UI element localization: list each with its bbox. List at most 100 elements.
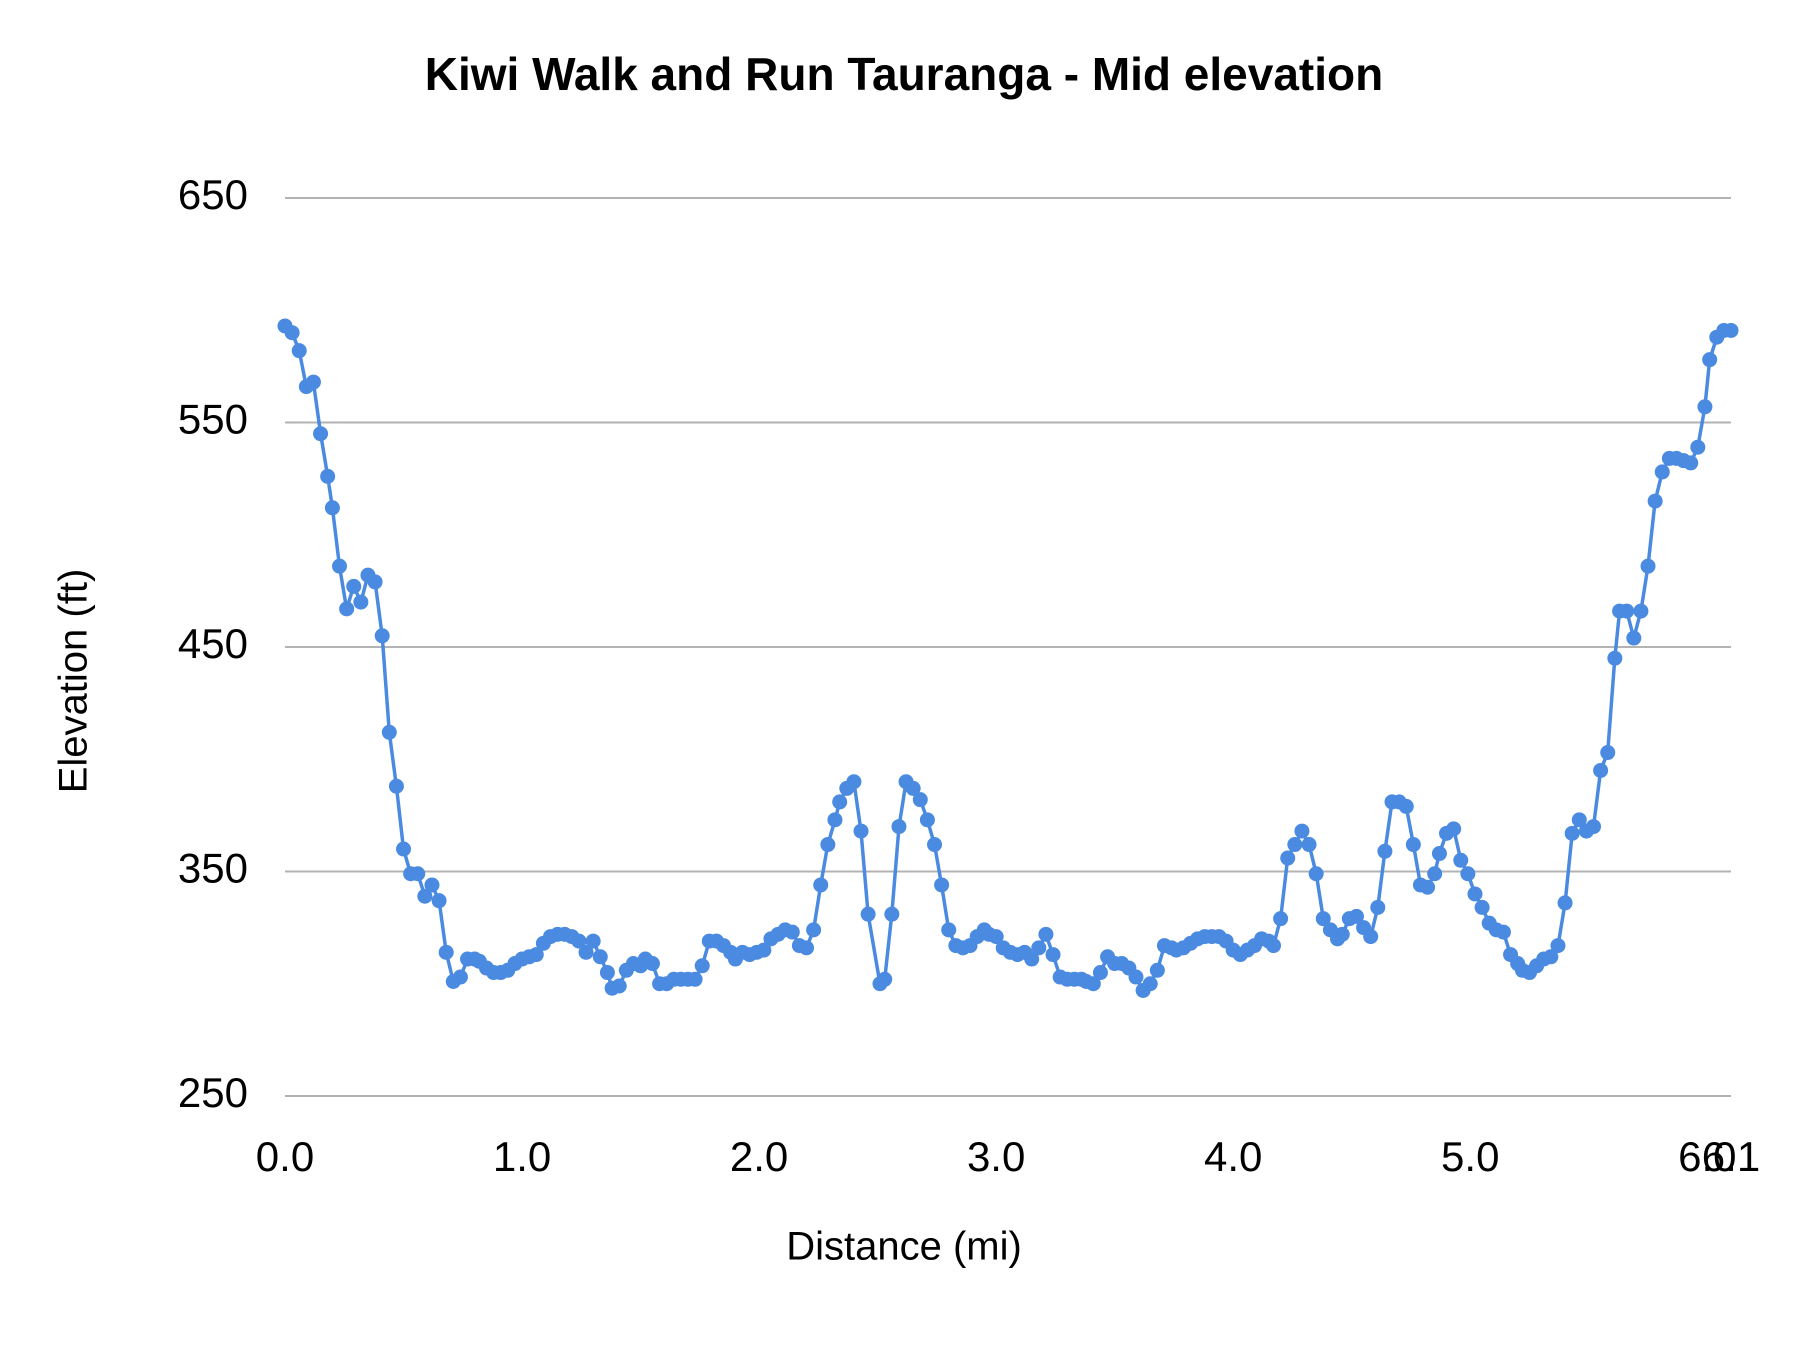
x-axis-title: Distance (mi) (786, 1225, 1022, 1269)
data-point (1607, 650, 1623, 666)
data-point (324, 500, 340, 516)
data-point (1683, 455, 1699, 471)
data-point (832, 794, 848, 810)
data-point (1287, 837, 1303, 853)
x-tick-label: 3.0 (967, 1133, 1025, 1180)
data-point (396, 841, 412, 857)
data-point (1619, 603, 1635, 619)
data-point (1301, 837, 1317, 853)
data-point (756, 942, 772, 958)
data-point (1273, 911, 1289, 927)
data-point (1431, 846, 1447, 862)
data-point (332, 558, 348, 574)
data-point (431, 893, 447, 909)
data-point (813, 877, 829, 893)
data-point (417, 888, 433, 904)
x-tick-label: 5.0 (1441, 1133, 1499, 1180)
data-point (1149, 962, 1165, 978)
data-point (1654, 464, 1670, 480)
chart-title: Kiwi Walk and Run Tauranga - Mid elevati… (425, 48, 1383, 100)
data-point (1085, 976, 1101, 992)
data-point (1031, 940, 1047, 956)
x-tick-label: 1.0 (493, 1133, 551, 1180)
data-point (1633, 603, 1649, 619)
data-point (388, 778, 404, 794)
data-point (410, 866, 426, 882)
data-point (346, 578, 362, 594)
data-point (1038, 926, 1054, 942)
data-point (1460, 866, 1476, 882)
data-point (1405, 837, 1421, 853)
y-tick-label: 550 (178, 396, 248, 443)
data-point (592, 949, 608, 965)
data-point (284, 325, 300, 341)
data-point (438, 944, 454, 960)
data-point (905, 780, 921, 796)
data-point (799, 940, 815, 956)
data-point (1427, 866, 1443, 882)
data-point (1420, 879, 1436, 895)
data-point (694, 958, 710, 974)
data-point (424, 877, 440, 893)
data-point (305, 374, 321, 390)
data-point (1690, 439, 1706, 455)
data-point (912, 792, 928, 808)
data-point (919, 812, 935, 828)
data-point (374, 628, 390, 644)
data-point (891, 819, 907, 835)
data-point (1308, 866, 1324, 882)
data-point (1557, 895, 1573, 911)
data-point (381, 724, 397, 740)
data-point (1265, 938, 1281, 954)
data-point (941, 922, 957, 938)
data-point (1363, 929, 1379, 945)
data-point (585, 933, 601, 949)
data-point (1315, 911, 1331, 927)
data-point (1294, 823, 1310, 839)
data-point (571, 933, 587, 949)
data-point (528, 947, 544, 963)
data-point (806, 922, 822, 938)
data-point (1564, 825, 1580, 841)
data-point (320, 468, 336, 484)
data-point (1128, 969, 1144, 985)
data-point (1398, 798, 1414, 814)
data-point (1348, 908, 1364, 924)
data-point (452, 969, 468, 985)
data-point (934, 877, 950, 893)
data-point (291, 343, 307, 359)
data-point (1571, 812, 1587, 828)
data-point (877, 971, 893, 987)
data-point (1723, 322, 1739, 338)
x-tick-label: 6.1 (1702, 1133, 1760, 1180)
data-point (1092, 965, 1108, 981)
data-point (611, 978, 627, 994)
data-point (1334, 926, 1350, 942)
data-point (1370, 899, 1386, 915)
data-point (1702, 352, 1718, 368)
data-point (1024, 951, 1040, 967)
data-point (1280, 850, 1296, 866)
data-point (853, 823, 869, 839)
data-point (687, 971, 703, 987)
data-point (1467, 886, 1483, 902)
x-tick-label: 0.0 (256, 1133, 314, 1180)
data-point (1697, 399, 1713, 415)
y-tick-label: 250 (178, 1069, 248, 1116)
data-point (1550, 938, 1566, 954)
data-point (1495, 924, 1511, 940)
data-point (820, 837, 836, 853)
data-line (283, 324, 1731, 993)
y-axis-title: Elevation (ft) (52, 569, 96, 794)
data-point (927, 837, 943, 853)
data-point (1600, 745, 1616, 761)
y-tick-label: 450 (178, 620, 248, 667)
data-point (1640, 558, 1656, 574)
data-point (1474, 899, 1490, 915)
data-point (599, 965, 615, 981)
x-tick-label: 2.0 (730, 1133, 788, 1180)
data-point (578, 944, 594, 960)
data-point (784, 924, 800, 940)
data-point (988, 929, 1004, 945)
